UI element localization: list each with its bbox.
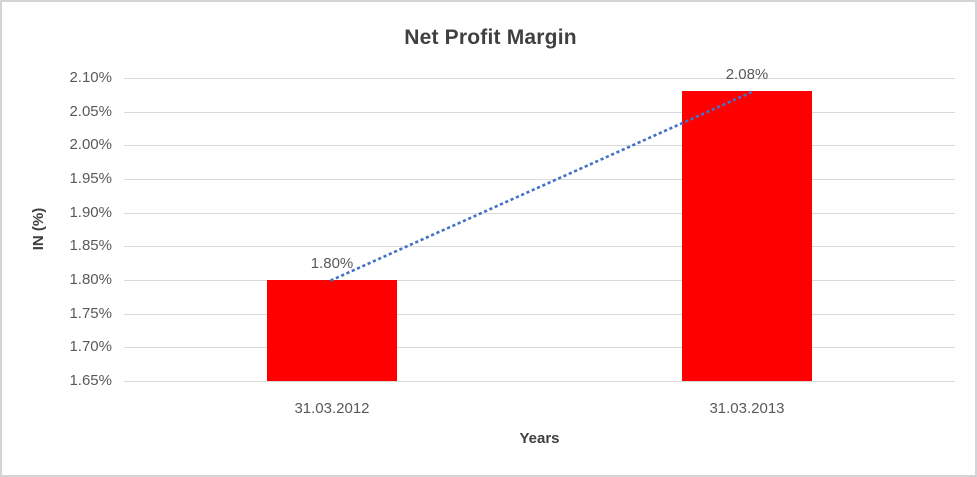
y-tick-label: 1.70% (69, 338, 112, 355)
y-tick-label: 1.90% (69, 204, 112, 221)
gridline (124, 145, 955, 146)
gridline (124, 246, 955, 247)
gridline (124, 381, 955, 382)
chart-title: Net Profit Margin (404, 26, 577, 49)
gridline (124, 280, 955, 281)
bar-data-label: 1.80% (310, 255, 354, 272)
y-tick-label: 1.95% (69, 170, 112, 187)
x-category-label: 31.03.2012 (294, 400, 370, 417)
gridline (124, 179, 955, 180)
gridline (124, 347, 955, 348)
y-tick-label: 2.00% (69, 136, 112, 153)
bar-data-label: 2.08% (725, 66, 769, 83)
bar (267, 280, 397, 381)
gridline (124, 213, 955, 214)
gridline (124, 78, 955, 79)
x-category-label: 31.03.2013 (709, 400, 785, 417)
y-tick-label: 2.10% (69, 69, 112, 86)
y-tick-label: 2.05% (69, 103, 112, 120)
gridline (124, 314, 955, 315)
y-tick-label: 1.65% (69, 372, 112, 389)
bar (682, 91, 812, 381)
gridline (124, 112, 955, 113)
y-tick-label: 1.85% (69, 237, 112, 254)
y-tick-label: 1.75% (69, 305, 112, 322)
y-tick-label: 1.80% (69, 271, 112, 288)
x-axis-title: Years (519, 430, 560, 447)
